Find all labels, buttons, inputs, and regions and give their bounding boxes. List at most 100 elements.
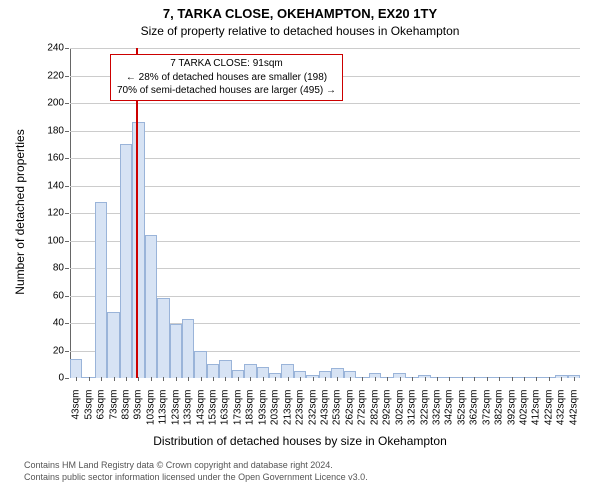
histogram-bar xyxy=(219,360,231,378)
chart-title: 7, TARKA CLOSE, OKEHAMPTON, EX20 1TY xyxy=(0,6,600,21)
x-tick-mark xyxy=(400,377,401,381)
y-tick-label: 180 xyxy=(4,125,64,136)
gridline xyxy=(70,131,580,132)
x-tick-mark xyxy=(89,377,90,381)
credit-line2: Contains public sector information licen… xyxy=(24,472,368,484)
histogram-bar xyxy=(170,324,182,378)
x-tick-label: 143sqm xyxy=(195,390,206,440)
x-tick-label: 442sqm xyxy=(568,390,579,440)
y-tick-mark xyxy=(65,296,69,297)
x-tick-mark xyxy=(250,377,251,381)
x-tick-label: 213sqm xyxy=(282,390,293,440)
x-tick-label: 203sqm xyxy=(270,390,281,440)
x-tick-label: 113sqm xyxy=(158,390,169,440)
gridline xyxy=(70,158,580,159)
x-tick-label: 272sqm xyxy=(357,390,368,440)
annotation-box: 7 TARKA CLOSE: 91sqm ← 28% of detached h… xyxy=(110,54,343,101)
x-tick-mark xyxy=(263,377,264,381)
y-tick-label: 160 xyxy=(4,153,64,164)
x-tick-label: 312sqm xyxy=(407,390,418,440)
gridline xyxy=(70,213,580,214)
x-tick-label: 372sqm xyxy=(481,390,492,440)
x-tick-label: 93sqm xyxy=(133,390,144,440)
histogram-bar xyxy=(157,298,169,378)
y-tick-label: 240 xyxy=(4,43,64,54)
y-tick-label: 80 xyxy=(4,263,64,274)
gridline xyxy=(70,48,580,49)
x-tick-mark xyxy=(524,377,525,381)
x-tick-mark xyxy=(176,377,177,381)
x-tick-mark xyxy=(126,377,127,381)
x-tick-mark xyxy=(512,377,513,381)
x-tick-label: 322sqm xyxy=(419,390,430,440)
x-tick-label: 232sqm xyxy=(307,390,318,440)
y-tick-label: 20 xyxy=(4,345,64,356)
x-tick-label: 63sqm xyxy=(96,390,107,440)
x-tick-label: 392sqm xyxy=(506,390,517,440)
x-tick-mark xyxy=(313,377,314,381)
y-tick-label: 120 xyxy=(4,208,64,219)
y-tick-mark xyxy=(65,48,69,49)
x-tick-mark xyxy=(387,377,388,381)
x-tick-label: 342sqm xyxy=(444,390,455,440)
x-tick-label: 302sqm xyxy=(394,390,405,440)
x-tick-label: 123sqm xyxy=(170,390,181,440)
histogram-bar xyxy=(194,351,206,379)
x-tick-mark xyxy=(151,377,152,381)
x-tick-label: 243sqm xyxy=(320,390,331,440)
x-tick-label: 223sqm xyxy=(295,390,306,440)
x-tick-mark xyxy=(225,377,226,381)
x-tick-label: 103sqm xyxy=(145,390,156,440)
x-tick-mark xyxy=(300,377,301,381)
x-tick-label: 332sqm xyxy=(431,390,442,440)
x-tick-mark xyxy=(437,377,438,381)
x-tick-label: 43sqm xyxy=(71,390,82,440)
x-tick-mark xyxy=(474,377,475,381)
x-tick-mark xyxy=(350,377,351,381)
y-tick-label: 100 xyxy=(4,235,64,246)
x-tick-mark xyxy=(499,377,500,381)
x-tick-mark xyxy=(375,377,376,381)
histogram-bar xyxy=(107,312,119,378)
x-tick-label: 382sqm xyxy=(494,390,505,440)
y-ticks: 020406080100120140160180200220240 xyxy=(0,48,64,378)
x-tick-mark xyxy=(213,377,214,381)
y-tick-mark xyxy=(65,186,69,187)
x-tick-mark xyxy=(288,377,289,381)
x-tick-mark xyxy=(561,377,562,381)
y-tick-mark xyxy=(65,103,69,104)
y-tick-mark xyxy=(65,76,69,77)
annotation-line3: 70% of semi-detached houses are larger (… xyxy=(117,84,336,98)
x-tick-mark xyxy=(188,377,189,381)
x-tick-mark xyxy=(549,377,550,381)
x-tick-label: 422sqm xyxy=(543,390,554,440)
x-tick-label: 402sqm xyxy=(519,390,530,440)
chart-container: { "title": "7, TARKA CLOSE, OKEHAMPTON, … xyxy=(0,0,600,500)
credit-text: Contains HM Land Registry data © Crown c… xyxy=(24,460,368,483)
x-tick-mark xyxy=(574,377,575,381)
x-tick-mark xyxy=(449,377,450,381)
x-tick-mark xyxy=(76,377,77,381)
histogram-bar xyxy=(70,359,82,378)
x-tick-mark xyxy=(325,377,326,381)
histogram-bar xyxy=(132,122,144,378)
x-tick-label: 53sqm xyxy=(83,390,94,440)
y-tick-mark xyxy=(65,158,69,159)
annotation-line2: ← 28% of detached houses are smaller (19… xyxy=(117,71,336,85)
x-tick-label: 133sqm xyxy=(183,390,194,440)
x-tick-mark xyxy=(487,377,488,381)
x-tick-mark xyxy=(362,377,363,381)
x-tick-mark xyxy=(163,377,164,381)
histogram-bar xyxy=(182,319,194,378)
y-tick-label: 60 xyxy=(4,290,64,301)
x-ticks: 43sqm53sqm63sqm73sqm83sqm93sqm103sqm113s… xyxy=(70,378,580,438)
annotation-line1: 7 TARKA CLOSE: 91sqm xyxy=(117,57,336,71)
x-tick-mark xyxy=(275,377,276,381)
x-tick-label: 163sqm xyxy=(220,390,231,440)
y-tick-mark xyxy=(65,351,69,352)
histogram-bar xyxy=(145,235,157,378)
x-tick-label: 193sqm xyxy=(257,390,268,440)
x-tick-label: 173sqm xyxy=(232,390,243,440)
x-tick-mark xyxy=(536,377,537,381)
gridline xyxy=(70,186,580,187)
